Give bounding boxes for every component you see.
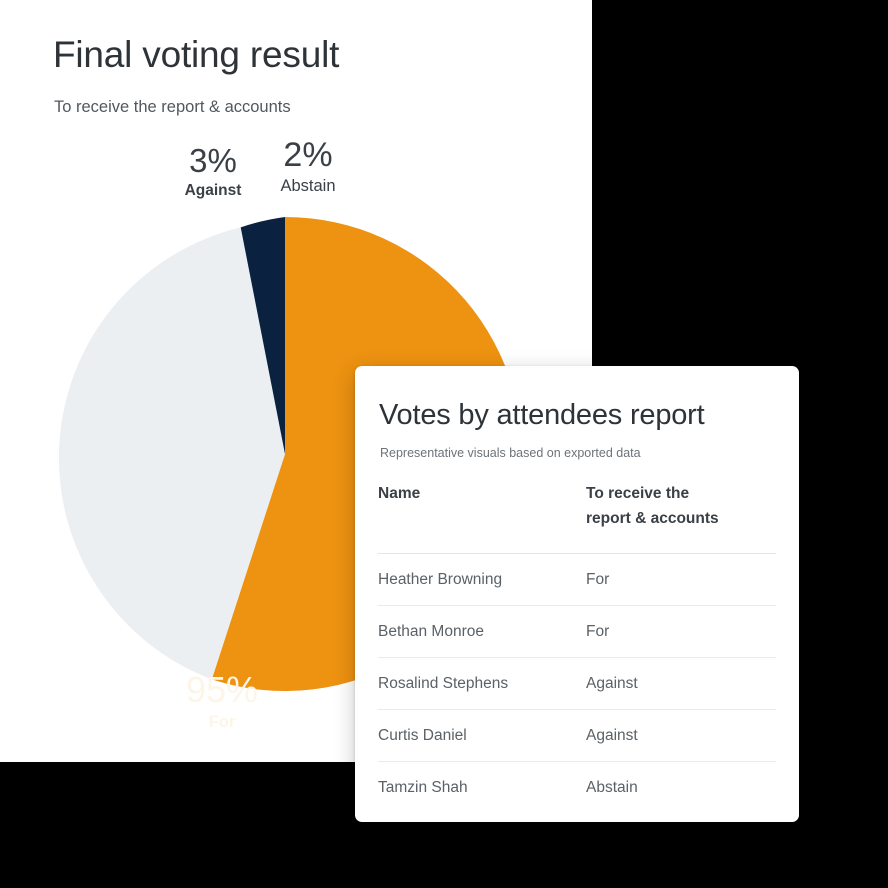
pie-slice-abstain[interactable] bbox=[240, 217, 285, 454]
pie-chart: 95% For bbox=[48, 216, 528, 730]
cell-name: Curtis Daniel bbox=[378, 709, 586, 763]
cell-name: Bethan Monroe bbox=[378, 605, 586, 659]
table-row[interactable]: Rosalind Stephens Against bbox=[378, 657, 776, 711]
cell-vote: Abstain bbox=[586, 779, 638, 797]
table-header-row: Name To receive the report & accounts bbox=[378, 481, 776, 555]
table-row[interactable]: Bethan Monroe For bbox=[378, 605, 776, 659]
slice-for-percent: 95% bbox=[185, 669, 259, 710]
slice-label-for: 95% For bbox=[172, 672, 272, 731]
pie-slice-against[interactable] bbox=[58, 227, 286, 680]
cell-name: Heather Browning bbox=[378, 553, 586, 607]
callout-against-percent: 3% bbox=[189, 142, 237, 179]
callout-abstain: 2% Abstain bbox=[258, 138, 358, 195]
column-header-vote[interactable]: To receive the report & accounts bbox=[586, 481, 776, 555]
cell-name: Rosalind Stephens bbox=[378, 657, 586, 711]
callout-abstain-percent: 2% bbox=[283, 136, 333, 174]
callout-against-label: Against bbox=[184, 182, 242, 199]
slice-for-label: For bbox=[208, 713, 236, 731]
cell-vote: For bbox=[586, 605, 776, 659]
column-header-name[interactable]: Name bbox=[378, 481, 586, 555]
column-header-vote-line2: report & accounts bbox=[586, 510, 719, 528]
cell-vote: Against bbox=[586, 657, 776, 711]
votes-report-title: Votes by attendees report bbox=[379, 399, 705, 431]
callout-abstain-label: Abstain bbox=[280, 177, 336, 195]
table-row[interactable]: Tamzin Shah Abstain bbox=[378, 762, 776, 814]
cell-vote: Against bbox=[586, 709, 776, 763]
table-row[interactable]: Curtis Daniel Against bbox=[378, 709, 776, 763]
table-row[interactable]: Heather Browning For bbox=[378, 553, 776, 607]
pie-subtitle: To receive the report & accounts bbox=[54, 98, 291, 116]
column-header-vote-line1: To receive the bbox=[586, 485, 690, 502]
votes-report-subtitle: Representative visuals based on exported… bbox=[380, 446, 641, 460]
votes-by-attendees-card: Votes by attendees report Representative… bbox=[355, 366, 799, 822]
page-title: Final voting result bbox=[53, 34, 340, 75]
cell-vote: For bbox=[586, 553, 776, 607]
callout-against: 3% Against bbox=[165, 144, 261, 199]
votes-table: Name To receive the report & accounts He… bbox=[378, 481, 776, 813]
column-header-name-label: Name bbox=[378, 485, 421, 502]
cell-name: Tamzin Shah bbox=[378, 779, 468, 797]
